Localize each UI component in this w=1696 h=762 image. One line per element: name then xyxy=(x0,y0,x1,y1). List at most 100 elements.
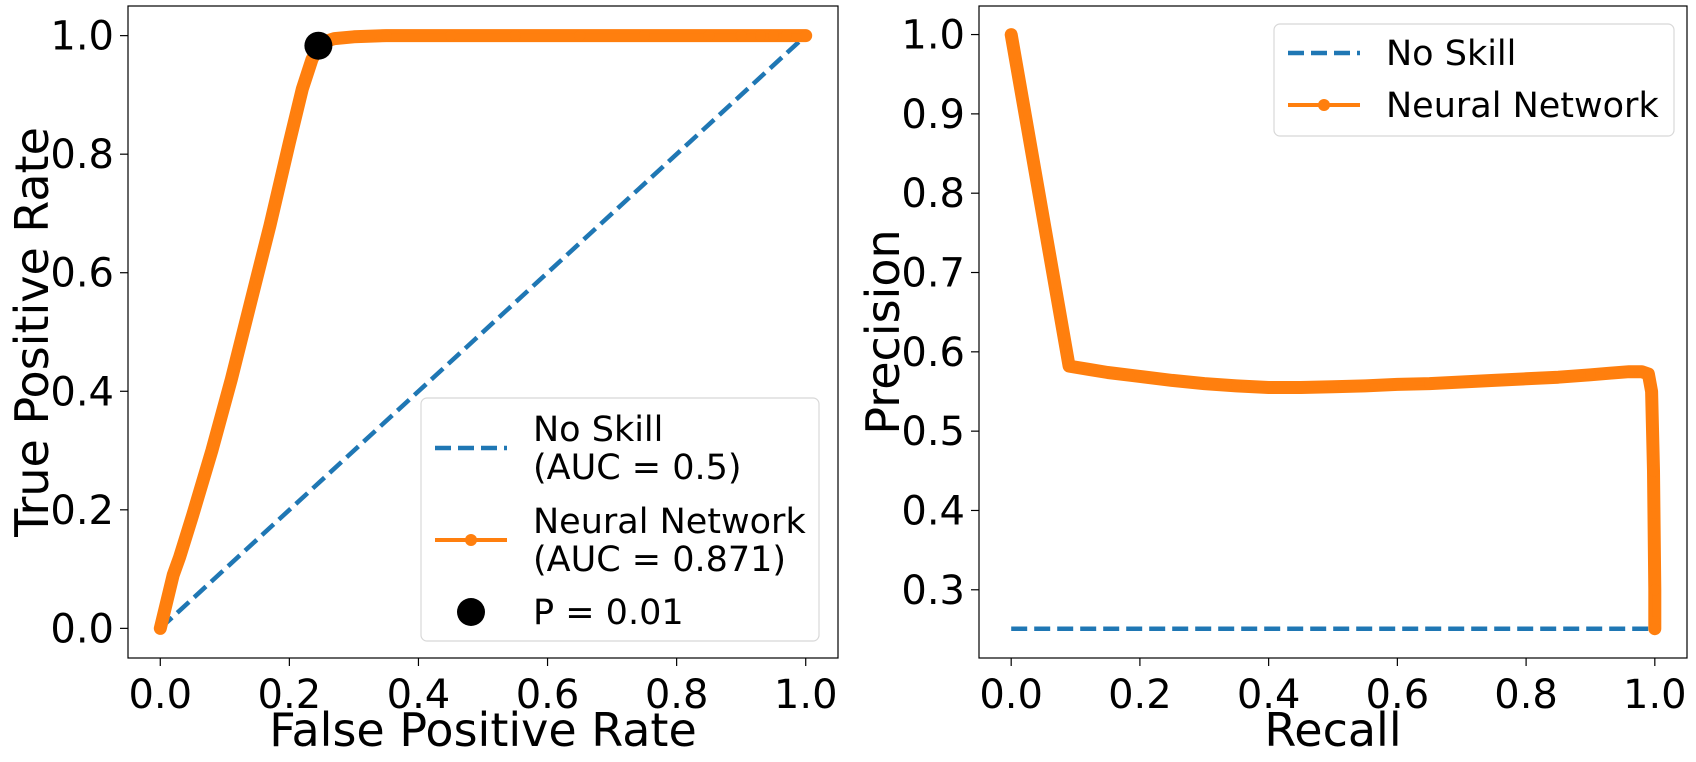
roc-series-neural-network-point xyxy=(329,33,340,45)
roc-legend: No Skill(AUC = 0.5) Neural Network(AUC = … xyxy=(420,397,820,642)
roc-y-tick-label: 0.4 xyxy=(50,369,114,415)
roc-series-neural-network-point xyxy=(264,219,276,231)
roc-threshold-point xyxy=(304,31,333,60)
pr-series-neural-network-point xyxy=(1198,378,1210,390)
pr-y-tick-label: 0.8 xyxy=(901,171,965,217)
pr-series-neural-network-point xyxy=(1642,368,1654,380)
roc-legend-marker-neural-network xyxy=(465,534,477,546)
pr-x-tick-label: 0.0 xyxy=(979,672,1043,718)
pr-legend-box xyxy=(1273,23,1675,137)
roc-legend-label: (AUC = 0.871) xyxy=(533,540,786,580)
pr-legend-marker-neural-network xyxy=(1318,99,1330,111)
pr-series-neural-network-line xyxy=(1009,34,1657,629)
pr-series-neural-network-point xyxy=(1063,360,1075,372)
roc-plot-area xyxy=(153,29,813,635)
roc-series-no-skill-line xyxy=(158,33,808,631)
pr-series-neural-network-point xyxy=(1520,373,1532,385)
pr-y-tick-label: 0.4 xyxy=(901,488,965,534)
pr-series-neural-network-point xyxy=(1488,374,1500,386)
roc-series-neural-network-point xyxy=(800,30,812,42)
roc-x-tick-label: 0.0 xyxy=(128,672,192,718)
roc-legend-label: P = 0.01 xyxy=(533,593,684,633)
pr-y-tick-label: 0.7 xyxy=(901,251,965,297)
roc-series-neural-network-point xyxy=(445,30,457,42)
roc-series-neural-network-point xyxy=(187,510,198,522)
roc-x-tick-label: 0.6 xyxy=(516,672,580,718)
pr-series-neural-network-point xyxy=(1166,374,1178,386)
pr-y-tick-label: 0.9 xyxy=(901,92,965,138)
pr-y-axis-label: Precision xyxy=(856,229,910,434)
roc-series-neural-network-point xyxy=(296,83,308,95)
roc-series-neural-network-point xyxy=(245,296,257,308)
roc-series-neural-network-point xyxy=(509,30,521,42)
roc-y-tick-label: 0.8 xyxy=(50,132,114,178)
pr-series-neural-network-point xyxy=(1552,371,1564,383)
pr-series-neural-network-point xyxy=(1649,623,1661,635)
roc-y-axis-label: True Positive Rate xyxy=(5,127,59,538)
roc-axes-frame xyxy=(127,5,839,659)
roc-legend-label: No Skill xyxy=(533,410,663,450)
roc-series-neural-network-point xyxy=(174,551,186,563)
pr-x-tick-label: 1.0 xyxy=(1623,672,1687,718)
pr-series-neural-network-point xyxy=(1134,370,1146,382)
pr-series-neural-network-point xyxy=(1648,465,1659,477)
pr-series-neural-network-point xyxy=(1359,380,1371,392)
pr-series-neural-network-point xyxy=(1585,369,1596,381)
pr-series-neural-network-point xyxy=(1604,367,1616,379)
roc-series-neural-network-point xyxy=(574,30,586,42)
roc-panel: 0.0 0.2 0.4 0.6 0.8 1.0 0.0 0.2 0.4 0.6 0.8 1.0 Fals… xyxy=(5,5,839,757)
pr-series-neural-network-point xyxy=(1005,29,1017,41)
pr-legend: No Skill Neural Network xyxy=(1273,23,1675,137)
pr-legend-label: Neural Network xyxy=(1386,86,1659,126)
roc-x-tick-label: 0.8 xyxy=(645,672,709,718)
roc-y-tick-label: 0.0 xyxy=(50,606,114,652)
pr-series-neural-network-point xyxy=(1231,380,1242,392)
pr-series-neural-network-point xyxy=(1646,386,1658,397)
roc-x-tick-label: 0.2 xyxy=(258,672,322,718)
pr-y-tick-label: 0.3 xyxy=(901,568,965,614)
pr-legend-label: No Skill xyxy=(1386,34,1516,74)
roc-x-tick-label: 0.4 xyxy=(387,672,451,718)
roc-series-neural-network-point xyxy=(348,31,360,43)
pr-series-neural-network-point xyxy=(1623,366,1635,378)
pr-series-neural-network-point xyxy=(1327,381,1339,393)
roc-legend-label: Neural Network xyxy=(533,502,806,542)
roc-series-neural-network-point xyxy=(167,569,179,581)
roc-legend-box xyxy=(420,397,820,642)
pr-panel: 0.0 0.2 0.4 0.6 0.8 1.0 0.3 0.4 0.5 0.6 0.7 0.8 0.9 1… xyxy=(856,5,1688,757)
pr-series-neural-network-point xyxy=(1391,378,1403,390)
pr-series-neural-network-point xyxy=(1082,363,1094,375)
roc-series-neural-network-point xyxy=(703,30,715,42)
roc-legend-label: (AUC = 0.5) xyxy=(533,448,742,488)
pr-x-axis-label: Recall xyxy=(1264,703,1401,757)
roc-series-neural-network-point xyxy=(638,30,650,42)
roc-series-neural-network-point xyxy=(735,30,747,42)
roc-series-neural-network-point xyxy=(755,30,766,42)
pr-series-neural-network-point xyxy=(1263,382,1275,393)
pr-series-neural-network-point xyxy=(1102,367,1114,378)
pr-series-neural-network-point xyxy=(1649,584,1661,596)
pr-y-tick-label: 1.0 xyxy=(901,13,965,59)
pr-series-neural-network-point xyxy=(1295,382,1307,393)
roc-x-tick-label: 1.0 xyxy=(774,672,838,718)
roc-series-neural-network-point xyxy=(780,30,792,42)
roc-series-neural-network-point xyxy=(283,136,295,148)
roc-series-neural-network-point xyxy=(225,373,237,385)
pr-series-neural-network-point xyxy=(1424,378,1435,390)
pr-x-tick-label: 0.4 xyxy=(1237,672,1301,718)
roc-y-tick-label: 0.2 xyxy=(50,488,114,534)
roc-x-axis-label: False Positive Rate xyxy=(269,703,697,757)
roc-series-neural-network-point xyxy=(206,445,218,456)
pr-x-tick-label: 0.6 xyxy=(1366,672,1430,718)
pr-x-tick-label: 0.2 xyxy=(1108,672,1172,718)
pr-y-tick-label: 0.6 xyxy=(901,330,965,376)
roc-y-tick-label: 0.6 xyxy=(50,251,114,297)
pr-x-tick-label: 0.8 xyxy=(1494,672,1558,718)
roc-series-neural-network-point xyxy=(768,30,779,42)
pr-plot-area xyxy=(1004,28,1662,636)
roc-series-neural-network-point xyxy=(154,622,166,634)
pr-y-tick-label: 0.5 xyxy=(901,409,965,455)
roc-series-neural-network-point xyxy=(380,30,392,42)
pr-axes-frame xyxy=(978,5,1688,659)
